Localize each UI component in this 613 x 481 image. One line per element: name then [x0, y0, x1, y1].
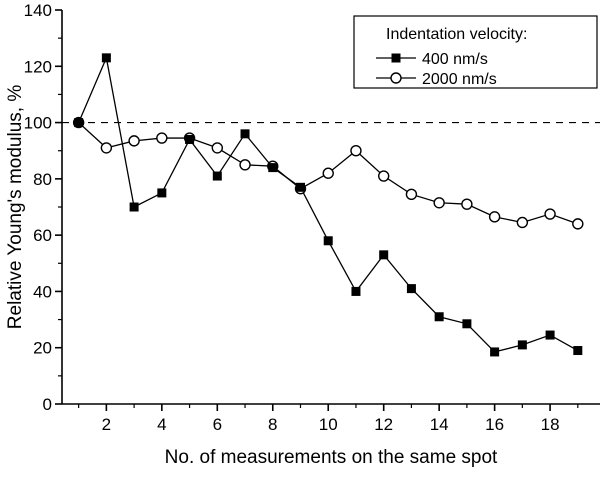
x-tick-label: 16	[485, 415, 504, 434]
open-circle-marker	[544, 208, 556, 220]
series-400nms-line	[78, 55, 579, 353]
filled-square-marker	[157, 188, 167, 198]
filled-square-marker	[268, 163, 278, 173]
filled-square-marker	[295, 182, 305, 192]
open-circle-marker	[572, 218, 584, 230]
filled-square-marker	[573, 346, 583, 356]
open-circle-marker	[156, 132, 168, 144]
legend-item-400-label: 400 nm/s	[422, 51, 488, 68]
legend-title: Indentation velocity:	[386, 26, 527, 43]
x-tick-label: 4	[157, 415, 166, 434]
y-tick-label: 120	[24, 57, 52, 76]
filled-square-marker	[185, 134, 195, 144]
y-tick-label: 100	[24, 114, 52, 133]
filled-square-marker	[517, 340, 527, 350]
filled-square-marker	[379, 250, 389, 260]
x-tick-label: 18	[541, 415, 560, 434]
open-circle-marker-icon	[390, 72, 402, 84]
open-circle-marker	[461, 198, 473, 210]
filled-square-marker	[129, 202, 139, 212]
y-tick-label: 60	[33, 226, 52, 245]
x-axis-label: No. of measurements on the same spot	[165, 447, 498, 468]
y-tick-label: 20	[33, 339, 52, 358]
y-tick-label: 0	[43, 395, 52, 414]
filled-square-marker-icon	[391, 53, 401, 63]
open-circle-marker	[100, 142, 113, 154]
x-tick-label: 14	[430, 415, 449, 434]
filled-square-marker	[74, 118, 84, 128]
filled-square-marker	[240, 129, 250, 139]
open-circle-marker	[350, 145, 362, 157]
filled-square-marker	[323, 236, 333, 246]
filled-square-marker	[434, 312, 444, 322]
filled-square-marker	[351, 286, 361, 296]
open-circle-marker	[488, 211, 501, 223]
filled-square-marker	[406, 284, 416, 294]
y-axis-label: Relative Young's modulus, %	[5, 85, 26, 330]
y-tick-label: 140	[24, 1, 52, 20]
y-tick-label: 40	[33, 282, 52, 301]
filled-square-marker	[212, 171, 222, 181]
legend: Indentation velocity: 400 nm/s 2000 nm/s	[353, 15, 598, 89]
y-tick-label: 80	[33, 170, 52, 189]
filled-square-marker	[101, 53, 111, 63]
filled-square-marker	[545, 330, 555, 340]
open-circle-marker	[433, 197, 445, 209]
open-circle-marker	[405, 188, 418, 201]
open-circle-marker	[239, 159, 251, 171]
open-circle-marker	[211, 142, 223, 154]
legend-item-2000-label: 2000 nm/s	[422, 71, 497, 88]
open-circle-marker	[377, 170, 390, 182]
open-circle-marker	[322, 167, 334, 179]
x-tick-label: 8	[268, 415, 277, 434]
x-tick-label: 10	[319, 415, 338, 434]
x-tick-label: 12	[374, 415, 393, 434]
x-tick-label: 2	[102, 415, 111, 434]
open-circle-marker	[128, 135, 140, 147]
open-circle-marker	[516, 216, 529, 229]
filled-square-marker	[462, 319, 472, 329]
x-tick-label: 6	[213, 415, 222, 434]
filled-square-marker	[490, 347, 500, 357]
